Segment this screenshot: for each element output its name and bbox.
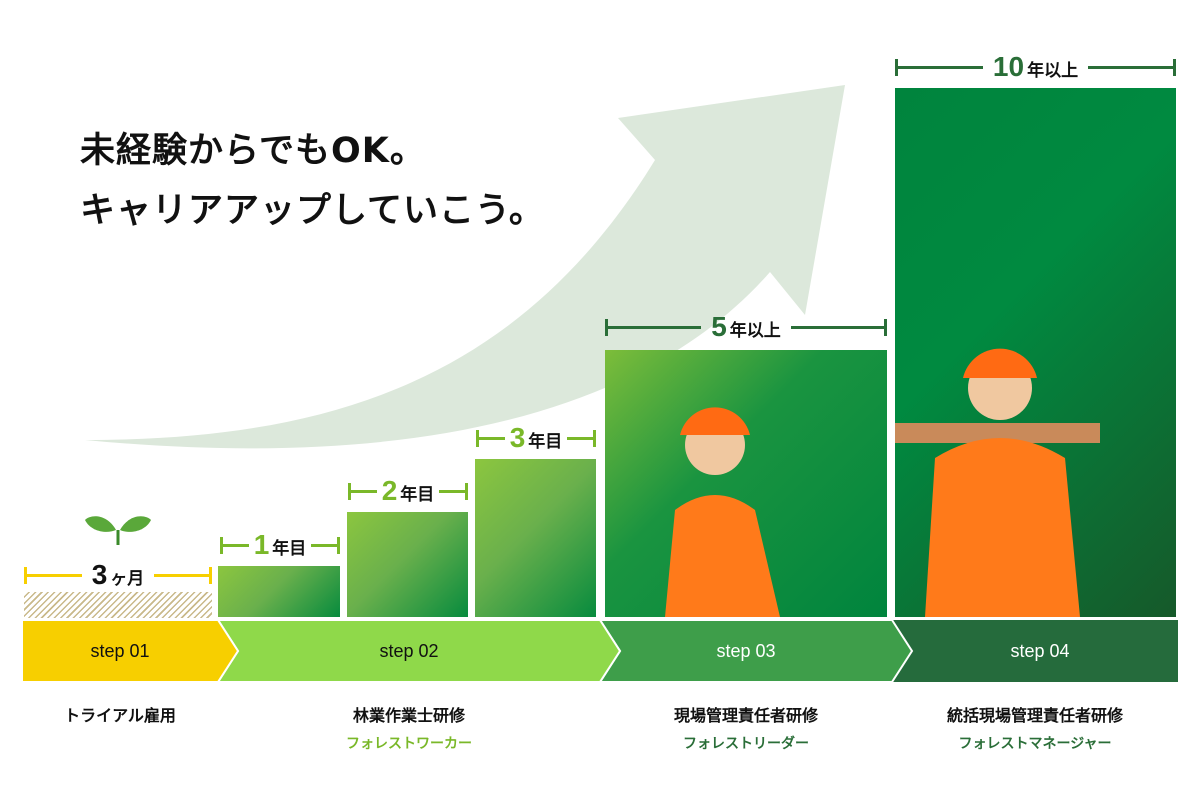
step-01: step 01	[90, 640, 150, 661]
bar-year1	[218, 566, 340, 617]
duration-10years: 10 年以上	[895, 51, 1176, 82]
worker-photo	[665, 407, 780, 617]
step-04-title: 統括現場管理責任者研修	[946, 706, 1123, 725]
step-02: step 02	[379, 640, 439, 661]
duration-year1: 1 年目	[220, 529, 341, 560]
bar-year3	[475, 459, 596, 617]
bar-year2	[347, 512, 468, 617]
duration-3months: 3 ヶ月	[24, 559, 213, 590]
bar-5years	[605, 350, 887, 617]
trial-hatched-bar	[24, 592, 212, 618]
step-04-subtitle: フォレストマネージャー	[958, 736, 1112, 752]
step-01-title: トライアル雇用	[64, 706, 176, 725]
duration-year2: 2 年目	[348, 475, 469, 506]
headline-line1: 未経験からでもOK。	[80, 131, 426, 171]
bar-10years	[890, 88, 1176, 617]
step-03-title: 現場管理責任者研修	[673, 706, 818, 725]
step-band	[21, 620, 1178, 682]
sprout-icon	[85, 516, 151, 545]
duration-year3: 3 年目	[476, 422, 597, 453]
step-04: step 04	[1010, 640, 1070, 661]
step-03-subtitle: フォレストリーダー	[683, 736, 809, 752]
duration-5years: 5 年以上	[605, 311, 888, 342]
headline-line2: キャリアアップしていこう。	[80, 191, 545, 231]
step-03: step 03	[716, 640, 776, 661]
step-02-title: 林業作業士研修	[352, 706, 465, 725]
step-02-subtitle: フォレストワーカー	[346, 736, 472, 752]
worker-photo	[890, 348, 1100, 617]
